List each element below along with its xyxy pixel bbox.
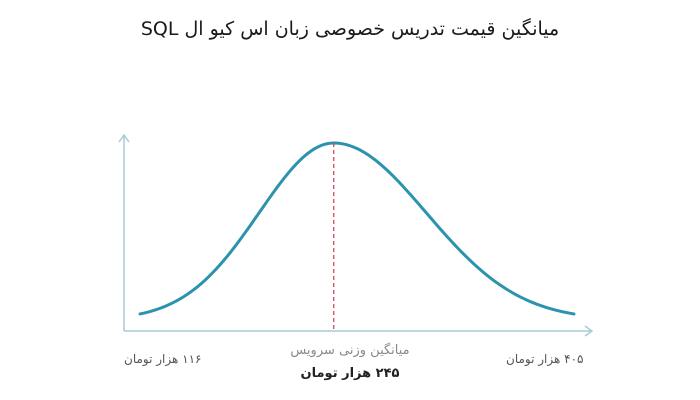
max-price-label: ۴۰۵ هزار تومان: [506, 352, 584, 366]
chart-title: میانگین قیمت تدریس خصوصی زبان اس کیو ال …: [140, 18, 560, 40]
mean-price-label: ۲۴۵ هزار تومان: [300, 366, 400, 381]
x-axis-arrow-icon: [584, 325, 594, 337]
mean-title-label: میانگین وزنی سرویس: [290, 343, 410, 358]
min-price-label: ۱۱۶ هزار تومان: [124, 352, 202, 366]
distribution-curve: [138, 141, 576, 316]
y-axis-arrow-icon: [118, 133, 130, 143]
